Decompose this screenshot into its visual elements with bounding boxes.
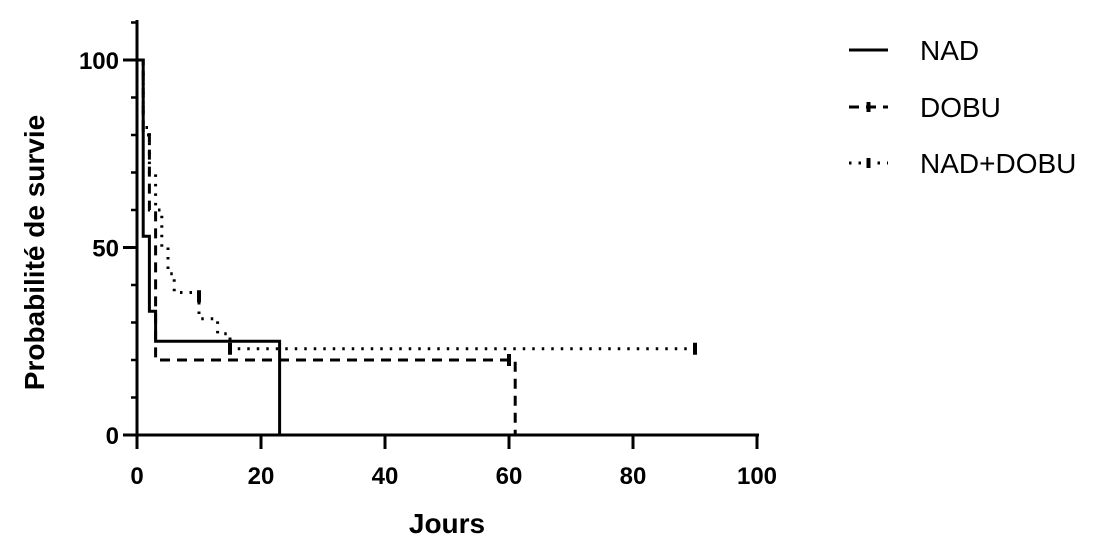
x-tick-label: 60 xyxy=(496,463,523,490)
y-tick-label: 0 xyxy=(106,423,119,450)
y-axis-title: Probabilité de survie xyxy=(19,115,50,390)
legend-label-nad: NAD xyxy=(920,35,979,66)
y-tick-label: 50 xyxy=(92,236,119,263)
series-layer xyxy=(137,58,697,435)
y-tick-label: 100 xyxy=(79,48,119,75)
x-tick-label: 0 xyxy=(130,463,143,490)
series-line-dobu xyxy=(137,58,517,435)
x-axis-title: Jours xyxy=(409,508,485,539)
x-tick-label: 20 xyxy=(248,463,275,490)
legend: NAD DOBU NAD+DOBU xyxy=(849,35,1076,179)
series-line-nad-dobu xyxy=(137,58,695,351)
axes: 0 50 100 0 20 40 60 80 100 xyxy=(79,20,777,490)
x-tick-label: 40 xyxy=(372,463,399,490)
legend-label-nad-dobu: NAD+DOBU xyxy=(920,148,1076,179)
x-tick-label: 100 xyxy=(737,463,777,490)
series-line-nad xyxy=(137,58,282,435)
legend-label-dobu: DOBU xyxy=(920,92,1001,123)
x-tick-label: 80 xyxy=(620,463,647,490)
